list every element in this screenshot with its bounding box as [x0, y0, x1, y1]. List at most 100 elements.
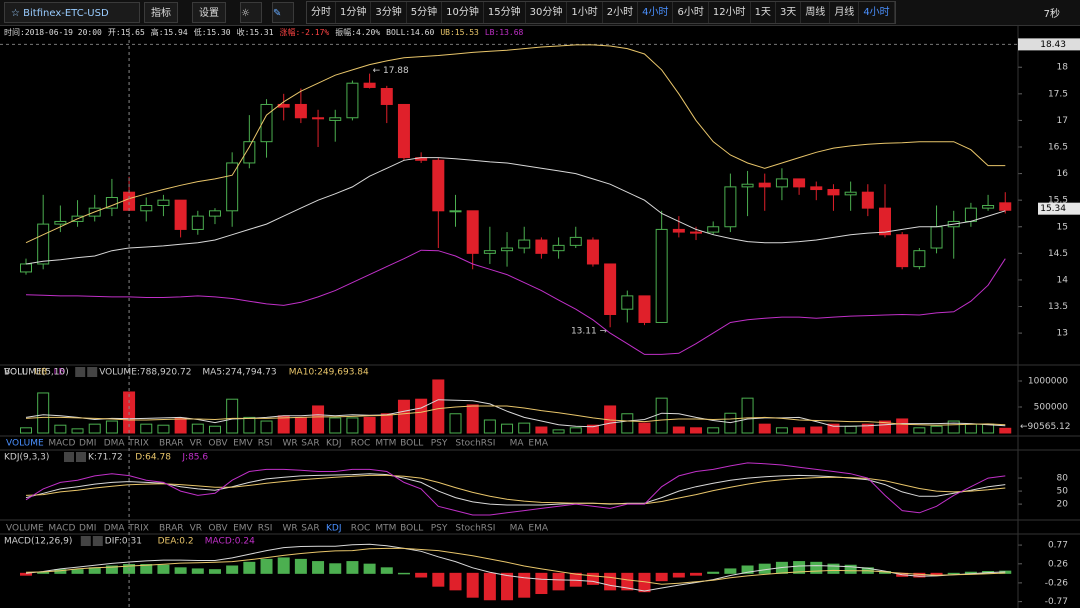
volume-bar — [363, 416, 376, 434]
timeframe[interactable]: 15分钟 — [484, 2, 526, 23]
indicator-tab[interactable]: DMI — [79, 439, 96, 449]
panel-icon — [75, 367, 86, 377]
timeframe[interactable]: 3分钟 — [371, 2, 407, 23]
indicator-tab[interactable]: RSI — [258, 524, 273, 534]
indicator-line — [25, 157, 1006, 265]
indicator-button[interactable]: 指标 — [144, 2, 178, 23]
y-tick-label: -0.26 — [1045, 578, 1069, 588]
y-tick-label: 13.5 — [1048, 302, 1068, 312]
y-tick-label: -0.77 — [1045, 597, 1068, 607]
symbol[interactable]: ☆ Bitfinex-ETC-USD — [4, 2, 140, 23]
timeframe[interactable]: 6小时 — [673, 2, 709, 23]
macd-bar — [312, 561, 325, 574]
indicator-tab[interactable]: TRIX — [127, 439, 149, 449]
timeframe[interactable]: 分时 — [307, 2, 336, 23]
indicator-tab[interactable]: EMA — [528, 524, 548, 534]
indicator-tab[interactable]: DMA — [104, 439, 126, 449]
timeframe-dropdown[interactable]: 4小时 — [859, 2, 895, 23]
indicator-tab[interactable]: SAR — [301, 439, 319, 449]
timeframe[interactable]: 10分钟 — [442, 2, 484, 23]
timeframe[interactable]: 12小时 — [709, 2, 751, 23]
indicator-tab[interactable]: MACD — [48, 524, 75, 534]
indicator-tab[interactable]: VOLUME — [6, 524, 44, 534]
indicator-tab[interactable]: SAR — [301, 524, 319, 534]
candle-body — [37, 223, 50, 265]
indicator-tab[interactable]: MTM — [375, 524, 396, 534]
timeframe[interactable]: 2小时 — [603, 2, 639, 23]
timeframe[interactable]: 1小时 — [567, 2, 603, 23]
info-low: 低:15.30 — [193, 28, 231, 37]
indicator-tab[interactable]: BRAR — [159, 524, 183, 534]
indicator-tab[interactable]: BOLL — [400, 524, 423, 534]
volume-bar — [140, 423, 153, 434]
macd-bar — [535, 572, 548, 595]
indicator-tab[interactable]: PSY — [431, 439, 448, 449]
indicator-tab[interactable]: MACD — [48, 439, 75, 449]
candle-body — [380, 88, 393, 105]
macd-bar — [466, 572, 479, 598]
indicator-tab[interactable]: EMV — [233, 439, 253, 449]
indicator-tab[interactable]: DMI — [79, 524, 96, 534]
candle-body — [174, 199, 187, 230]
indicator-tab[interactable]: WR — [283, 439, 298, 449]
timeframe[interactable]: 1天 — [751, 2, 776, 23]
volume-bar — [380, 413, 393, 434]
volume-bar — [329, 417, 342, 434]
volume-bar — [483, 419, 496, 434]
indicator-tab[interactable]: StochRSI — [455, 524, 495, 534]
indicator-tab[interactable]: RSI — [258, 439, 273, 449]
timeframe[interactable]: 3天 — [776, 2, 802, 23]
indicator-tab[interactable]: OBV — [208, 524, 228, 534]
theme-icon[interactable]: ☼ — [240, 2, 262, 23]
y-tick-label: 20 — [1057, 500, 1069, 510]
volume-bar — [655, 397, 668, 434]
indicator-tab[interactable]: KDJ — [326, 524, 342, 534]
indicator-tab[interactable]: ROC — [351, 439, 371, 449]
indicator-tab[interactable]: MA — [510, 524, 525, 534]
timeframe[interactable]: 30分钟 — [526, 2, 568, 23]
y-tick-label: 80 — [1057, 474, 1069, 484]
indicator-tab[interactable]: BRAR — [159, 439, 183, 449]
toolbar: ☆ Bitfinex-ETC-USD 指标 设置 ☼ ✎ 分时 1分钟 3分钟 5分钟… — [0, 0, 1080, 26]
timeframe[interactable]: 周线 — [801, 2, 831, 23]
indicator-tab[interactable]: TRIX — [127, 524, 149, 534]
timeframe[interactable]: 月线 — [830, 2, 860, 23]
panel-title: KDJ(9,3,3) — [4, 453, 49, 463]
indicator-tab[interactable]: MA — [510, 439, 525, 449]
indicator-tab[interactable]: EMA — [528, 439, 548, 449]
macd-bar — [621, 572, 634, 591]
settings-button[interactable]: 设置 — [192, 2, 226, 23]
indicator-tab[interactable]: VOLUME — [6, 439, 44, 449]
last-price: 15.34 — [1040, 204, 1066, 214]
indicator-tab[interactable]: WR — [283, 524, 298, 534]
macd-bar — [552, 572, 565, 591]
info-time: 时间:2018-06-19 20:00 — [4, 28, 102, 37]
macd-bar — [277, 557, 290, 574]
indicator-tab[interactable]: StochRSI — [455, 439, 495, 449]
volume-bar — [71, 428, 84, 434]
candle-body — [775, 178, 788, 188]
indicator-tab[interactable]: EMV — [233, 524, 253, 534]
indicator-tab[interactable]: DMA — [104, 524, 126, 534]
draw-icon[interactable]: ✎ — [272, 2, 294, 23]
volume-bar — [896, 418, 909, 434]
indicator-tab[interactable]: VR — [190, 524, 202, 534]
macd-bar — [947, 572, 960, 575]
panel-title: VOLUME(5,10) — [4, 368, 69, 378]
y-tick-label: 16 — [1057, 169, 1069, 179]
indicator-tab[interactable]: KDJ — [326, 439, 342, 449]
timeframe[interactable]: 1分钟 — [336, 2, 372, 23]
indicator-tab[interactable]: PSY — [431, 524, 448, 534]
indicator-tab[interactable]: VR — [190, 439, 202, 449]
indicator-tab[interactable]: BOLL — [400, 439, 423, 449]
indicator-tab[interactable]: MTM — [375, 439, 396, 449]
symbol-text: Bitfinex-ETC-USD — [23, 8, 109, 19]
timeframe[interactable]: 5分钟 — [407, 2, 443, 23]
legend-entry: DIF:0.31 — [105, 537, 142, 547]
timeframe[interactable]: 4小时 — [638, 2, 674, 23]
macd-bar — [672, 572, 685, 578]
indicator-tab[interactable]: OBV — [208, 439, 228, 449]
indicator-tab[interactable]: ROC — [351, 524, 371, 534]
y-tick-label: 13 — [1057, 329, 1068, 339]
